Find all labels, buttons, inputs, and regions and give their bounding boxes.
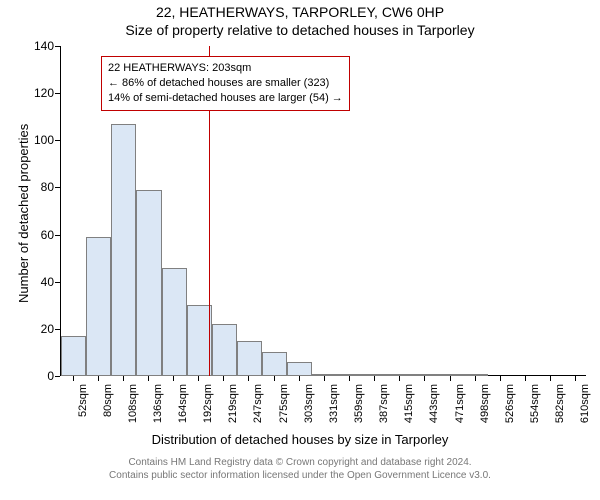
- histogram-bar: [111, 124, 136, 376]
- x-tick-label: 554sqm: [529, 384, 541, 423]
- x-tick-mark: [475, 376, 476, 381]
- x-tick-label: 471sqm: [454, 384, 466, 423]
- histogram-bar: [337, 374, 362, 376]
- y-tick-label: 80: [26, 180, 54, 194]
- y-tick-label: 20: [26, 322, 54, 336]
- y-tick-mark: [55, 46, 60, 47]
- y-tick-mark: [55, 140, 60, 141]
- histogram-bar: [363, 374, 388, 376]
- x-tick-mark: [73, 376, 74, 381]
- histogram-bar: [463, 374, 488, 376]
- chart-subtitle: Size of property relative to detached ho…: [0, 22, 600, 38]
- x-tick-label: 303sqm: [303, 384, 315, 423]
- x-tick-label: 387sqm: [378, 384, 390, 423]
- x-tick-label: 136sqm: [152, 384, 164, 423]
- x-tick-label: 219sqm: [227, 384, 239, 423]
- y-tick-label: 120: [26, 86, 54, 100]
- x-tick-label: 247sqm: [252, 384, 264, 423]
- x-tick-mark: [550, 376, 551, 381]
- x-tick-label: 610sqm: [579, 384, 591, 423]
- x-tick-mark: [173, 376, 174, 381]
- y-tick-mark: [55, 187, 60, 188]
- histogram-bar: [162, 268, 187, 376]
- x-tick-mark: [223, 376, 224, 381]
- histogram-bar: [237, 341, 262, 376]
- x-tick-mark: [324, 376, 325, 381]
- chart-title: 22, HEATHERWAYS, TARPORLEY, CW6 0HP: [0, 4, 600, 20]
- y-tick-mark: [55, 93, 60, 94]
- x-tick-label: 164sqm: [177, 384, 189, 423]
- annotation-line: 22 HEATHERWAYS: 203sqm: [108, 61, 343, 76]
- x-tick-label: 108sqm: [127, 384, 139, 423]
- histogram-bar: [187, 305, 212, 376]
- x-tick-label: 498sqm: [479, 384, 491, 423]
- x-tick-label: 415sqm: [403, 384, 415, 423]
- histogram-bar: [312, 374, 337, 376]
- y-tick-label: 40: [26, 275, 54, 289]
- footer-attribution: Contains HM Land Registry data © Crown c…: [0, 456, 600, 482]
- x-tick-label: 331sqm: [328, 384, 340, 423]
- plot-area: 22 HEATHERWAYS: 203sqm← 86% of detached …: [60, 46, 586, 376]
- x-tick-mark: [450, 376, 451, 381]
- annotation-line: 14% of semi-detached houses are larger (…: [108, 91, 343, 106]
- histogram-bar: [86, 237, 111, 376]
- histogram-bar: [61, 336, 86, 376]
- y-tick-label: 100: [26, 133, 54, 147]
- x-tick-mark: [274, 376, 275, 381]
- histogram-bar: [287, 362, 312, 376]
- x-tick-mark: [500, 376, 501, 381]
- x-tick-mark: [98, 376, 99, 381]
- annotation-line: ← 86% of detached houses are smaller (32…: [108, 76, 343, 91]
- footer-line-2: Contains public sector information licen…: [0, 469, 600, 482]
- y-tick-label: 0: [26, 369, 54, 383]
- x-tick-mark: [248, 376, 249, 381]
- x-tick-label: 80sqm: [102, 384, 114, 417]
- chart-container: 22, HEATHERWAYS, TARPORLEY, CW6 0HP Size…: [0, 0, 600, 500]
- x-tick-mark: [349, 376, 350, 381]
- x-tick-mark: [123, 376, 124, 381]
- x-tick-mark: [424, 376, 425, 381]
- histogram-bar: [413, 374, 438, 376]
- y-tick-mark: [55, 282, 60, 283]
- x-tick-label: 526sqm: [504, 384, 516, 423]
- x-tick-label: 52sqm: [77, 384, 89, 417]
- x-tick-mark: [374, 376, 375, 381]
- x-tick-label: 275sqm: [278, 384, 290, 423]
- y-tick-mark: [55, 235, 60, 236]
- y-tick-label: 140: [26, 39, 54, 53]
- x-axis-label: Distribution of detached houses by size …: [0, 432, 600, 447]
- histogram-bar: [136, 190, 161, 376]
- annotation-box: 22 HEATHERWAYS: 203sqm← 86% of detached …: [101, 56, 350, 111]
- x-tick-mark: [575, 376, 576, 381]
- x-tick-mark: [525, 376, 526, 381]
- x-tick-label: 582sqm: [554, 384, 566, 423]
- y-tick-mark: [55, 329, 60, 330]
- histogram-bar: [212, 324, 237, 376]
- x-tick-mark: [399, 376, 400, 381]
- x-tick-mark: [148, 376, 149, 381]
- y-tick-label: 60: [26, 228, 54, 242]
- y-tick-mark: [55, 376, 60, 377]
- histogram-bar: [262, 352, 287, 376]
- footer-line-1: Contains HM Land Registry data © Crown c…: [0, 456, 600, 469]
- x-tick-mark: [299, 376, 300, 381]
- x-tick-label: 359sqm: [353, 384, 365, 423]
- x-tick-label: 192sqm: [202, 384, 214, 423]
- x-tick-label: 443sqm: [428, 384, 440, 423]
- x-tick-mark: [198, 376, 199, 381]
